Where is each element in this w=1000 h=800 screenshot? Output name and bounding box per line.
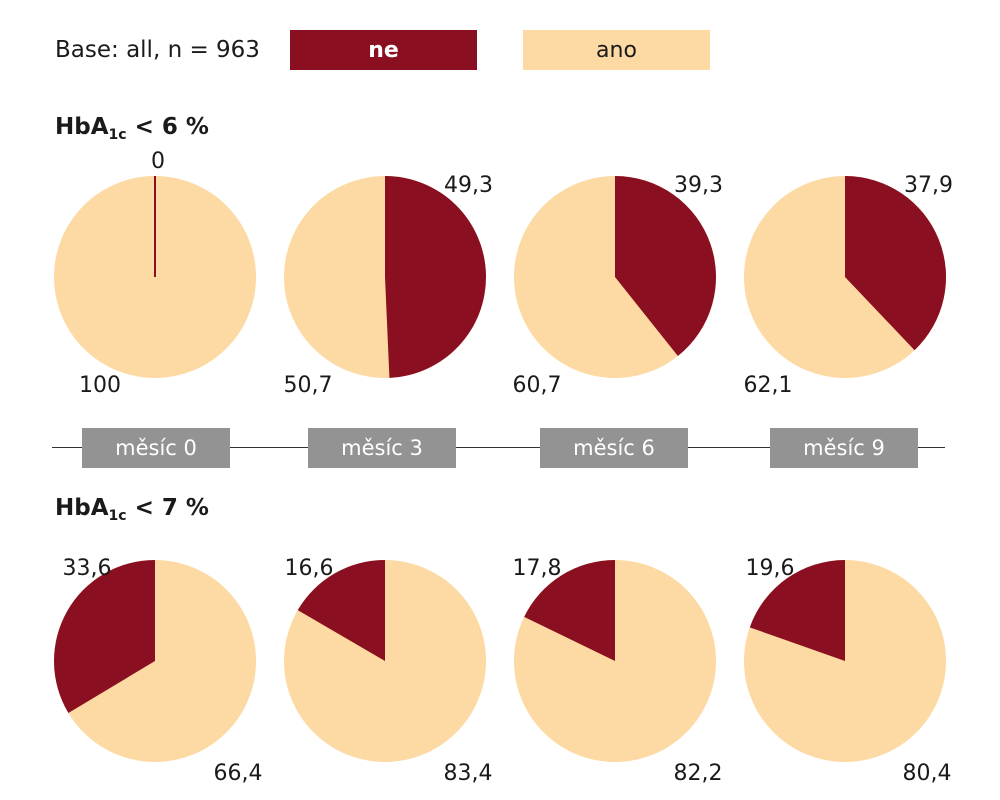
- data-label-ano: 66,4: [214, 761, 263, 786]
- data-label-ne: 16,6: [285, 556, 334, 581]
- legend-ne: ne: [290, 30, 477, 70]
- pie-slice-ne: [845, 176, 946, 351]
- data-label-ano: 82,2: [674, 761, 723, 786]
- title-rest: < 7 %: [126, 495, 209, 521]
- month-label-9: měsíc 9: [770, 428, 918, 468]
- chart-title-hba1c-6: HbA1c < 6 %: [55, 112, 209, 150]
- data-label-ne: 0: [151, 149, 165, 174]
- data-label-ne: 49,3: [444, 173, 493, 198]
- legend-ne-label: ne: [368, 37, 399, 63]
- title-sub: 1c: [108, 127, 127, 143]
- data-label-ne: 37,9: [904, 173, 953, 198]
- pie-slice-ne: [53, 560, 155, 713]
- pie-slice-ne: [524, 560, 615, 661]
- title-rest: < 6 %: [126, 114, 209, 140]
- title-sub: 1c: [108, 508, 127, 524]
- data-label-ano: 80,4: [903, 761, 952, 786]
- title-main: HbA: [55, 114, 109, 140]
- month-label-6: měsíc 6: [540, 428, 688, 468]
- data-label-ano: 100: [79, 373, 121, 398]
- data-label-ne: 19,6: [746, 556, 795, 581]
- timeline-divider: [52, 447, 945, 448]
- legend-ano: ano: [523, 30, 710, 70]
- chart-title-hba1c-7: HbA1c < 7 %: [55, 493, 209, 531]
- pie-slice-ne: [297, 560, 385, 661]
- data-label-ne: 33,6: [63, 556, 112, 581]
- title-main: HbA: [55, 495, 109, 521]
- data-label-ano: 50,7: [284, 373, 333, 398]
- pie-slice-ne: [385, 176, 486, 378]
- data-label-ano: 83,4: [444, 761, 493, 786]
- data-label-ano: 62,1: [744, 373, 793, 398]
- data-label-ne: 39,3: [674, 173, 723, 198]
- data-label-ne: 17,8: [513, 556, 562, 581]
- base-label: Base: all, n = 963: [55, 37, 260, 63]
- month-label-3: měsíc 3: [308, 428, 456, 468]
- legend-ano-label: ano: [596, 37, 637, 63]
- month-label-0: měsíc 0: [82, 428, 230, 468]
- pie-slice-ne: [615, 176, 716, 357]
- data-label-ano: 60,7: [513, 373, 562, 398]
- pie-slice-ne: [749, 560, 845, 661]
